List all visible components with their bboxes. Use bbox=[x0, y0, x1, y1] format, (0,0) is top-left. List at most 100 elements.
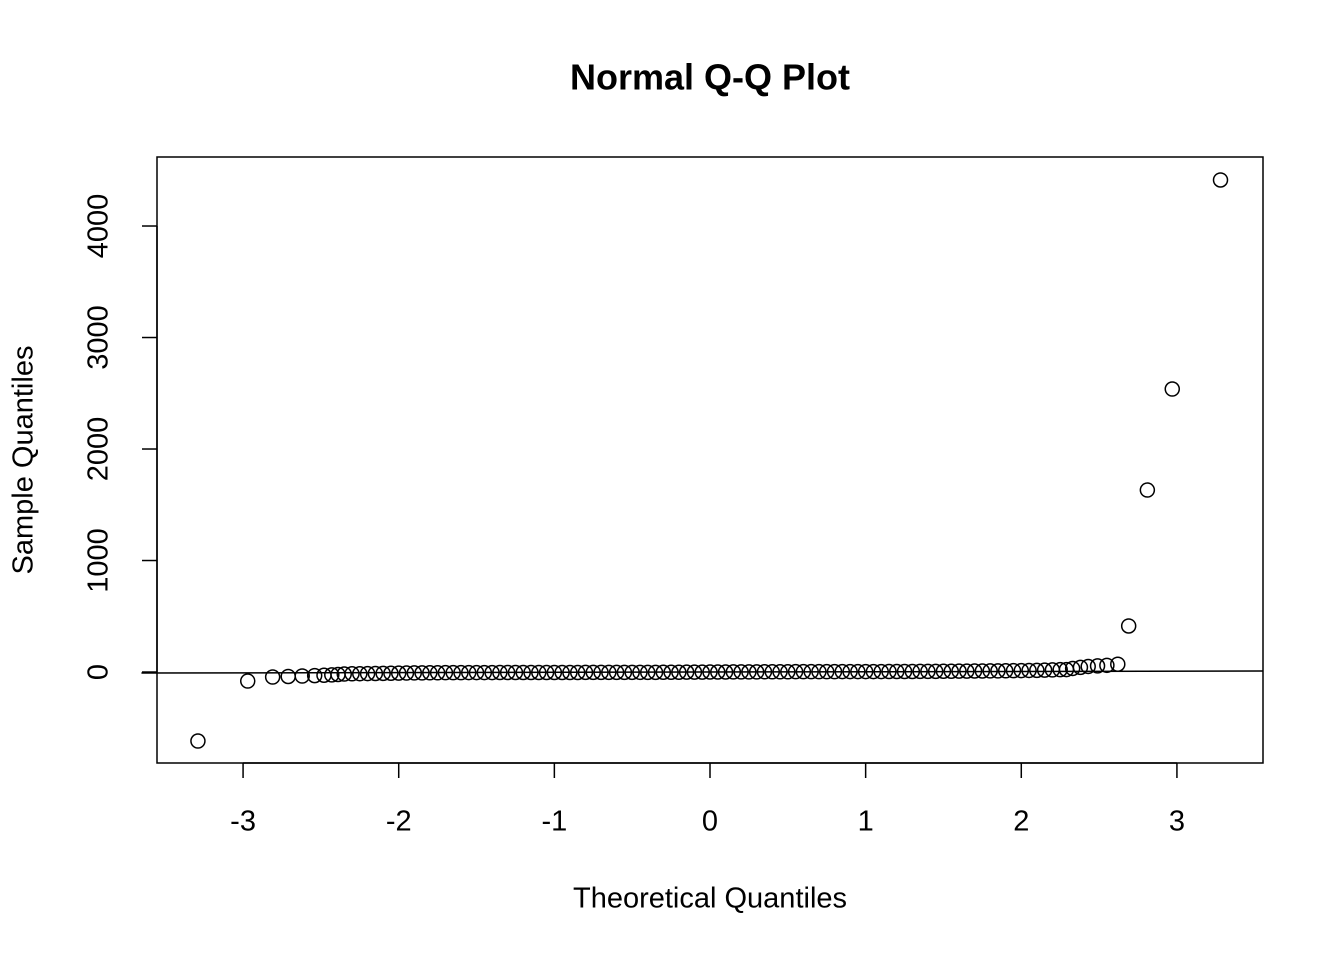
point bbox=[492, 664, 508, 681]
point bbox=[818, 663, 835, 680]
point bbox=[959, 663, 975, 679]
point bbox=[927, 663, 944, 680]
point bbox=[484, 664, 500, 681]
point bbox=[850, 663, 866, 680]
y-tick-label: 3000 bbox=[83, 305, 115, 370]
point bbox=[239, 673, 256, 689]
chart-title: Normal Q-Q Plot bbox=[570, 57, 850, 98]
point bbox=[1005, 662, 1022, 679]
y-axis-label: Sample Quantiles bbox=[8, 346, 40, 575]
point bbox=[710, 664, 726, 680]
point bbox=[577, 664, 594, 681]
point bbox=[881, 663, 897, 680]
point bbox=[647, 664, 664, 681]
point bbox=[889, 663, 905, 680]
y-tick-label: 0 bbox=[83, 664, 115, 680]
point bbox=[306, 667, 323, 684]
point bbox=[624, 664, 640, 681]
point bbox=[344, 666, 360, 682]
point bbox=[499, 664, 516, 681]
point bbox=[367, 665, 384, 682]
point bbox=[1052, 661, 1068, 678]
point bbox=[694, 664, 710, 680]
point bbox=[990, 663, 1006, 679]
x-tick-label: -1 bbox=[541, 806, 567, 838]
point bbox=[663, 664, 679, 680]
point bbox=[811, 663, 827, 680]
point bbox=[569, 664, 586, 681]
point bbox=[741, 664, 757, 680]
point bbox=[842, 663, 858, 680]
point bbox=[1080, 658, 1096, 675]
point bbox=[264, 669, 281, 685]
y-tick-label: 1000 bbox=[83, 528, 115, 593]
point bbox=[982, 663, 998, 679]
point bbox=[359, 665, 376, 682]
point bbox=[772, 664, 788, 680]
point bbox=[1164, 381, 1181, 397]
point bbox=[966, 663, 983, 679]
point bbox=[943, 663, 959, 679]
point bbox=[1139, 482, 1156, 498]
point bbox=[461, 664, 477, 681]
x-tick-label: 2 bbox=[1013, 806, 1029, 838]
point bbox=[562, 664, 578, 681]
point bbox=[352, 665, 368, 682]
point bbox=[873, 663, 889, 680]
point bbox=[523, 664, 539, 681]
point bbox=[336, 666, 352, 682]
point bbox=[756, 664, 773, 680]
x-tick-label: 1 bbox=[858, 806, 874, 838]
point bbox=[834, 663, 851, 680]
point bbox=[826, 663, 843, 680]
point bbox=[190, 733, 206, 749]
point bbox=[383, 665, 399, 681]
point bbox=[414, 665, 430, 681]
x-tick-label: -2 bbox=[386, 806, 412, 838]
x-axis-label: Theoretical Quantiles bbox=[573, 883, 847, 915]
point bbox=[733, 664, 749, 680]
point bbox=[717, 664, 734, 680]
point bbox=[538, 664, 555, 681]
point bbox=[1072, 659, 1089, 676]
point bbox=[1029, 662, 1045, 679]
point bbox=[632, 664, 648, 681]
point bbox=[904, 663, 921, 680]
point bbox=[725, 664, 742, 680]
y-tick-label: 4000 bbox=[83, 194, 115, 259]
point bbox=[702, 664, 718, 680]
point bbox=[429, 665, 446, 681]
point bbox=[294, 668, 310, 684]
point bbox=[920, 663, 936, 680]
point bbox=[795, 663, 812, 680]
point bbox=[554, 664, 570, 681]
point bbox=[935, 663, 952, 679]
point bbox=[324, 667, 340, 683]
point bbox=[639, 664, 656, 681]
point bbox=[865, 663, 882, 680]
point bbox=[787, 663, 804, 680]
point bbox=[896, 663, 913, 680]
point bbox=[803, 663, 819, 680]
x-tick-label: -3 bbox=[230, 806, 256, 838]
point bbox=[748, 664, 765, 680]
point bbox=[476, 664, 493, 681]
point bbox=[468, 664, 485, 681]
point bbox=[671, 664, 687, 680]
point bbox=[445, 664, 461, 681]
point bbox=[437, 664, 454, 681]
point bbox=[453, 664, 469, 681]
point bbox=[390, 665, 407, 681]
x-tick-label: 0 bbox=[702, 806, 718, 838]
point bbox=[857, 663, 874, 680]
point bbox=[531, 664, 547, 681]
point bbox=[655, 664, 672, 680]
point bbox=[997, 663, 1014, 679]
point bbox=[1110, 656, 1126, 672]
point bbox=[678, 664, 695, 680]
y-tick-label: 2000 bbox=[83, 417, 115, 482]
point bbox=[780, 664, 796, 680]
